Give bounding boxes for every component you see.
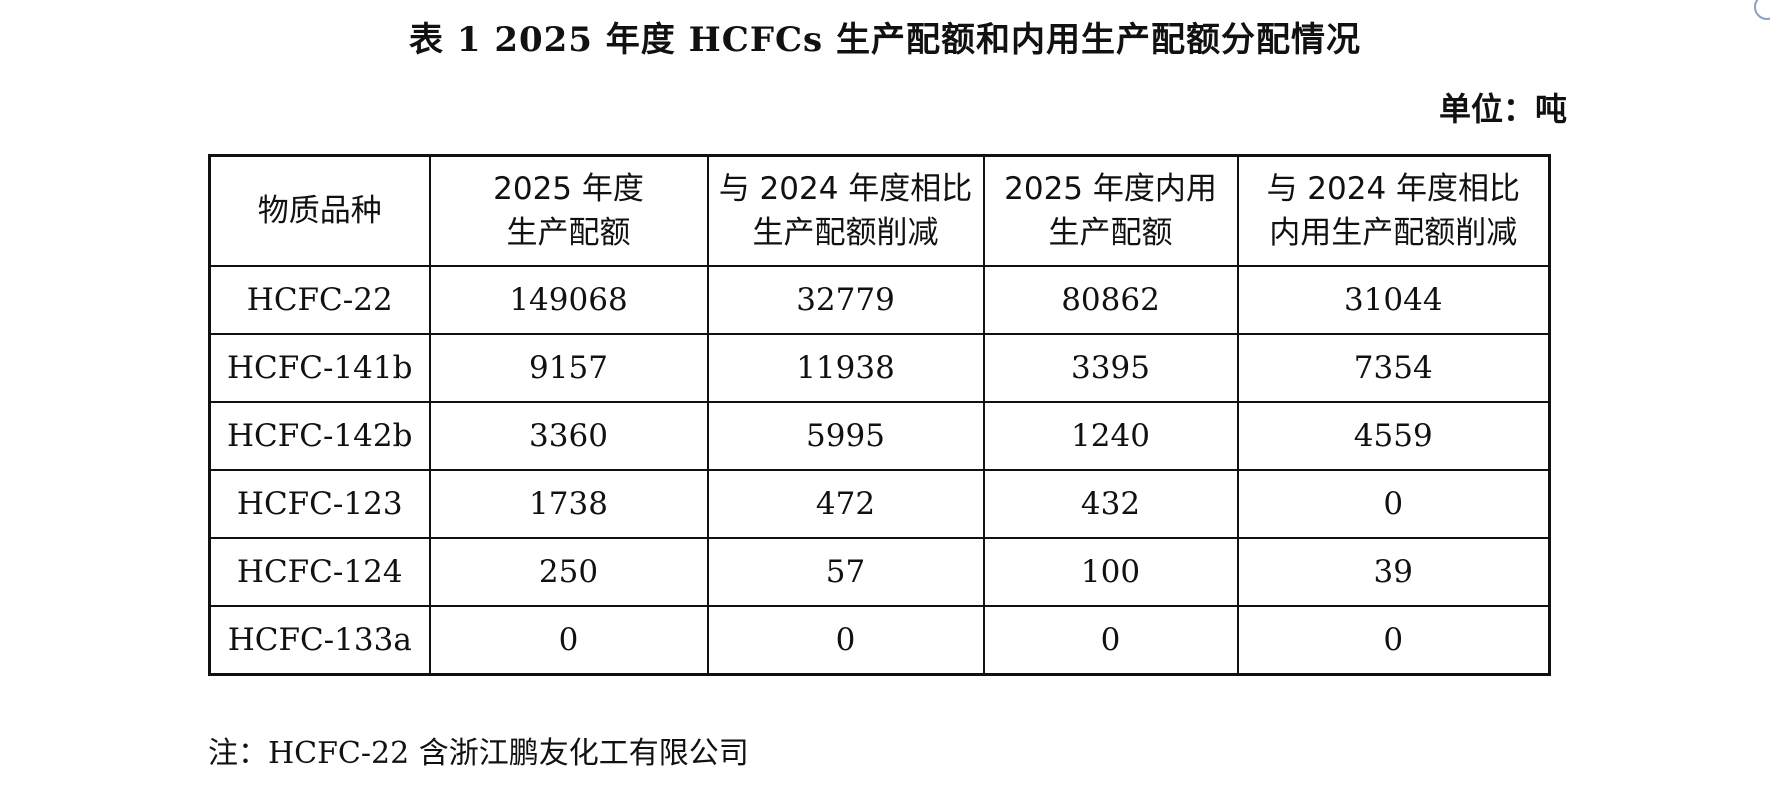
table-note: 注：HCFC-22 含浙江鹏友化工有限公司 [208, 736, 749, 771]
cell-domestic-reduction: 31044 [1236, 265, 1551, 335]
cell-substance: HCFC-141b [208, 333, 431, 403]
header-production-reduction-line1: 与 2024 年度相比 [718, 171, 973, 207]
cell-production-quota: 9157 [428, 333, 709, 403]
table-title: 表 1 2025 年度 HCFCs 生产配额和内用生产配额分配情况 [409, 20, 1361, 60]
header-domestic-quota: 2025 年度内用 生产配额 [982, 154, 1239, 267]
cell-production-quota: 0 [428, 605, 709, 676]
cell-substance: HCFC-22 [208, 265, 431, 335]
cell-substance: HCFC-142b [208, 401, 431, 471]
header-substance-label: 物质品种 [257, 193, 382, 229]
table-row: HCFC-124 250 57 100 39 [208, 537, 1551, 607]
cell-production-quota: 149068 [428, 265, 709, 335]
cell-domestic-quota: 100 [982, 537, 1239, 607]
corner-decoration [1754, 0, 1770, 20]
cell-production-quota: 250 [428, 537, 709, 607]
cell-domestic-quota: 0 [982, 605, 1239, 676]
cell-domestic-reduction: 4559 [1236, 401, 1551, 471]
header-production-quota-line1: 2025 年度 [493, 171, 644, 207]
cell-production-reduction: 5995 [706, 401, 985, 471]
cell-domestic-reduction: 7354 [1236, 333, 1551, 403]
header-production-quota-line2: 生产配额 [506, 215, 631, 251]
table-row: HCFC-123 1738 472 432 0 [208, 469, 1551, 539]
cell-production-reduction: 57 [706, 537, 985, 607]
cell-domestic-reduction: 0 [1236, 605, 1551, 676]
cell-substance: HCFC-123 [208, 469, 431, 539]
quota-table: 物质品种 2025 年度 生产配额 与 2024 年度相比 生产配额削减 202… [208, 154, 1551, 676]
cell-domestic-quota: 1240 [982, 401, 1239, 471]
header-domestic-reduction-line2: 内用生产配额削减 [1269, 215, 1518, 251]
header-domestic-quota-line1: 2025 年度内用 [1004, 171, 1217, 207]
cell-production-reduction: 11938 [706, 333, 985, 403]
cell-domestic-reduction: 0 [1236, 469, 1551, 539]
cell-production-reduction: 0 [706, 605, 985, 676]
header-substance: 物质品种 [208, 154, 431, 267]
unit-label: 单位：吨 [1438, 90, 1567, 128]
table-row: HCFC-22 149068 32779 80862 31044 [208, 265, 1551, 335]
table-row: HCFC-142b 3360 5995 1240 4559 [208, 401, 1551, 471]
cell-domestic-quota: 3395 [982, 333, 1239, 403]
header-domestic-quota-line2: 生产配额 [1048, 215, 1173, 251]
table-row: HCFC-141b 9157 11938 3395 7354 [208, 333, 1551, 403]
header-production-reduction-line2: 生产配额削减 [752, 215, 939, 251]
header-row: 物质品种 2025 年度 生产配额 与 2024 年度相比 生产配额削减 202… [208, 154, 1551, 267]
cell-substance: HCFC-124 [208, 537, 431, 607]
cell-production-reduction: 32779 [706, 265, 985, 335]
cell-substance: HCFC-133a [208, 605, 431, 676]
cell-production-quota: 3360 [428, 401, 709, 471]
cell-production-quota: 1738 [428, 469, 709, 539]
cell-domestic-reduction: 39 [1236, 537, 1551, 607]
header-production-reduction: 与 2024 年度相比 生产配额削减 [706, 154, 985, 267]
header-production-quota: 2025 年度 生产配额 [428, 154, 709, 267]
header-domestic-reduction-line1: 与 2024 年度相比 [1266, 171, 1521, 207]
cell-domestic-quota: 80862 [982, 265, 1239, 335]
cell-production-reduction: 472 [706, 469, 985, 539]
cell-domestic-quota: 432 [982, 469, 1239, 539]
table-row: HCFC-133a 0 0 0 0 [208, 605, 1551, 676]
header-domestic-reduction: 与 2024 年度相比 内用生产配额削减 [1236, 154, 1551, 267]
